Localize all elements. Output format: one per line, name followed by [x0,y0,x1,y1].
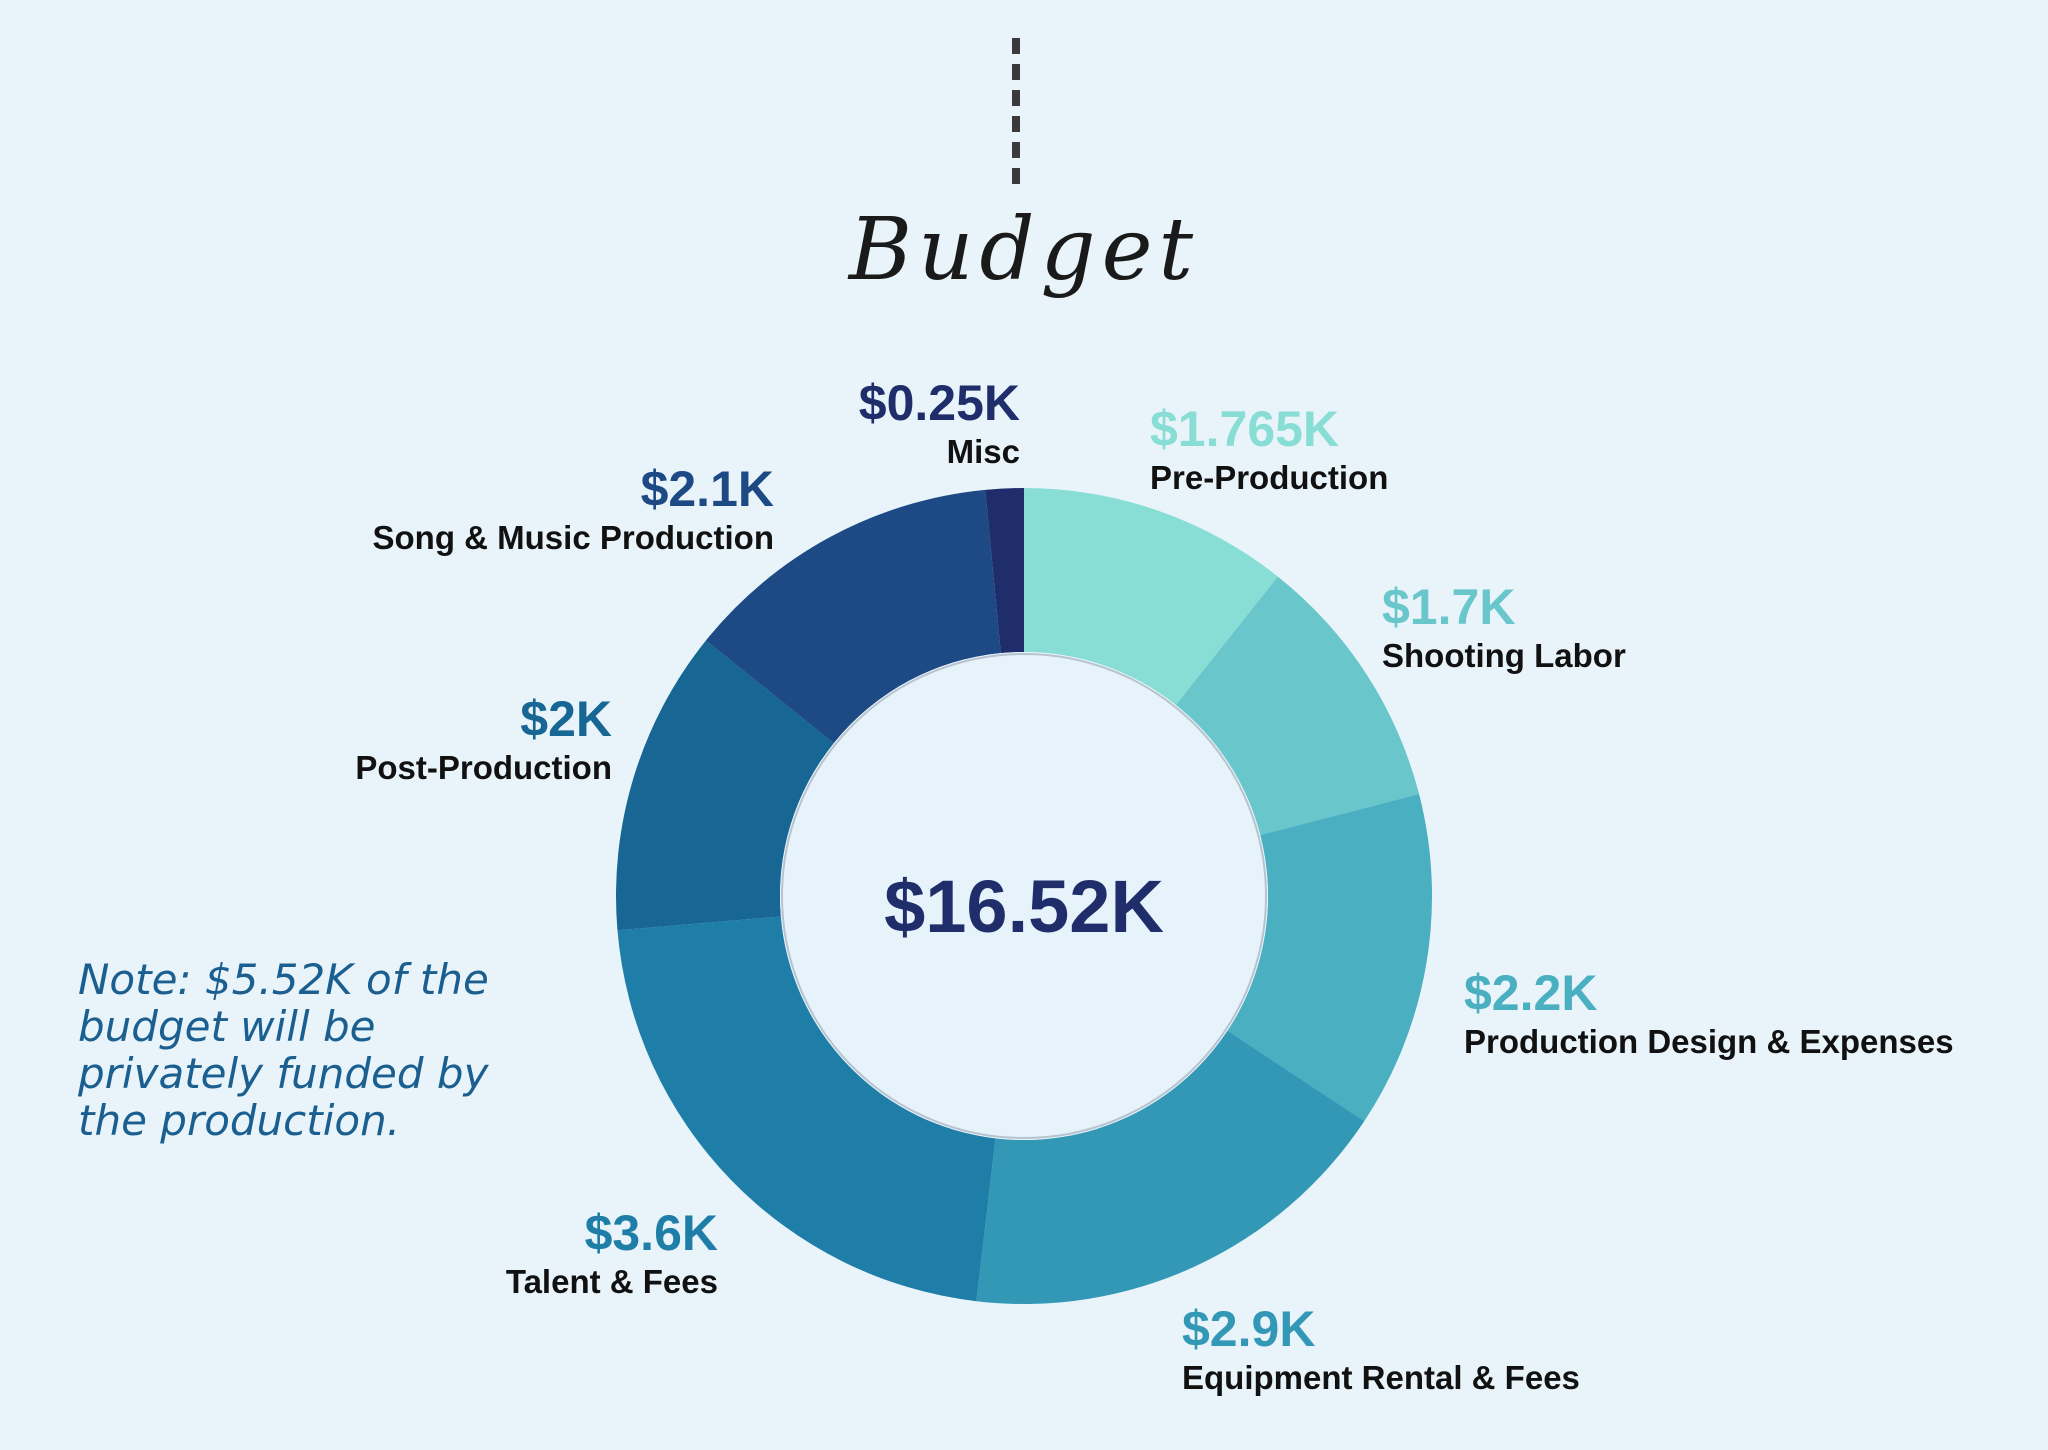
label-equipment-rental-fees: $2.9K Equipment Rental & Fees [1182,1300,1580,1398]
label-misc: $0.25K Misc [859,374,1020,472]
funding-note: Note: $5.52K of the budget will be priva… [78,955,489,1145]
slice-pre-production [1024,488,1278,705]
slice-equipment-rental-fees [976,1030,1365,1304]
value-label: $0.25K [858,375,1020,431]
label-production-design-expenses: $2.2K Production Design & Expenses [1464,964,1954,1062]
value-label: $2.1K [640,461,774,517]
value-label: $2.9K [1182,1301,1316,1357]
label-pre-production: $1.765K Pre-Production [1150,400,1388,498]
value-label: $1.7K [1382,579,1516,635]
category-label: Shooting Labor [1382,637,1626,674]
category-label: Pre-Production [1150,459,1389,496]
slice-shooting-labor [1175,576,1420,836]
value-label: $2.2K [1464,965,1598,1021]
label-song-music-production: $2.1K Song & Music Production [373,460,775,558]
slice-misc [985,488,1024,654]
value-label: $1.765K [1150,401,1340,457]
chart-title: Budget [848,200,1200,300]
category-label: Misc [946,433,1020,470]
category-label: Talent & Fees [505,1263,718,1300]
category-label: Post-Production [355,749,612,786]
slice-production-design-expenses [1227,794,1432,1122]
center-ring [781,653,1267,1139]
category-label: Equipment Rental & Fees [1182,1359,1580,1396]
value-label: $3.6K [584,1205,718,1261]
slice-talent-fees [617,916,996,1302]
label-talent-fees: $3.6K Talent & Fees [506,1204,718,1302]
label-shooting-labor: $1.7K Shooting Labor [1382,578,1626,676]
category-label: Production Design & Expenses [1464,1023,1954,1060]
slice-song-music-production [705,489,1001,744]
slice-post-production [616,640,834,931]
donut-center [780,652,1268,1140]
value-label: $2K [520,691,612,747]
center-total: $16.52K [884,865,1164,948]
label-post-production: $2K Post-Production [355,690,612,788]
dashed-divider [1012,38,1020,188]
category-label: Song & Music Production [372,519,775,556]
